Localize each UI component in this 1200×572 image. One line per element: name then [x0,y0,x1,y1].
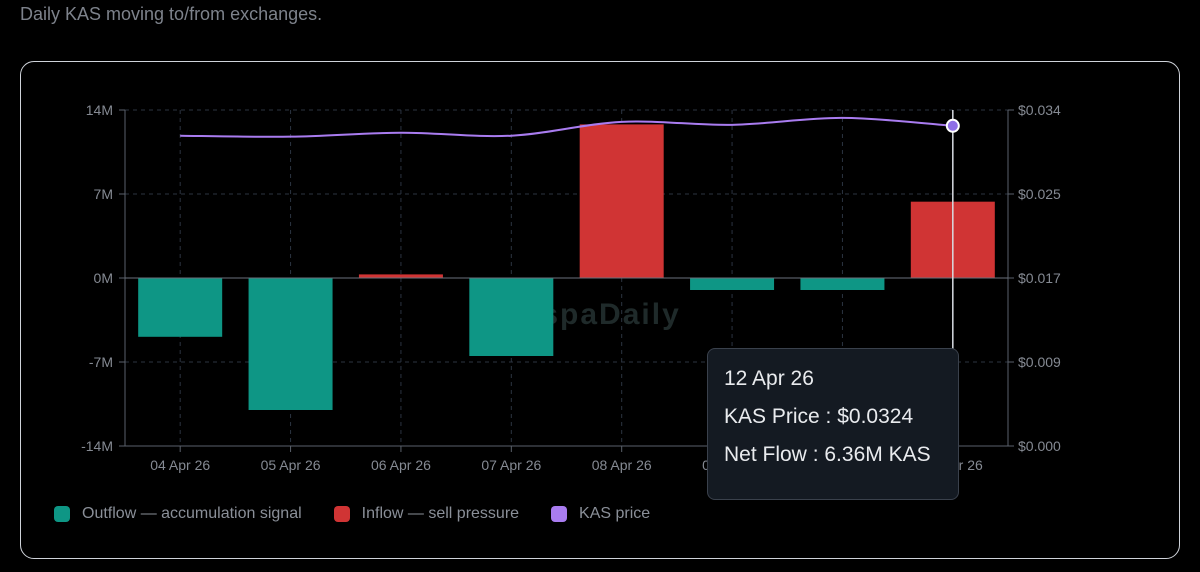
tooltip-price-label: KAS Price [724,405,820,428]
legend-swatch-outflow [54,506,70,522]
tooltip-flow-label: Net Flow [724,443,807,466]
y-left-tick-label-3: 7M [94,186,113,202]
tooltip-flow: Net Flow : 6.36M KAS [724,443,931,466]
flow-chart[interactable]: KaspaDaily -14M-7M0M7M14M$0.000$0.009$0.… [21,62,1181,560]
x-tick-label-2: 06 Apr 26 [371,457,431,473]
bar-3 [469,278,554,356]
y-right-tick-label-1: $0.009 [1018,354,1061,370]
chart-legend: Outflow — accumulation signal Inflow — s… [54,505,682,523]
y-left-tick-label-2: 0M [94,270,113,286]
y-right-tick-label-4: $0.034 [1018,102,1061,118]
x-tick-label-3: 07 Apr 26 [481,457,541,473]
tooltip-date: 12 Apr 26 [724,367,814,390]
bar-4 [579,124,664,279]
bar-5 [690,278,775,290]
x-tick-label-0: 04 Apr 26 [150,457,210,473]
legend-swatch-inflow [333,506,350,522]
y-left-tick-label-0: -14M [81,438,113,454]
bar-2 [358,274,443,278]
tooltip-flow-value: 6.36M KAS [824,443,931,466]
chart-subtitle: Daily KAS moving to/from exchanges. [20,4,323,24]
axes: -14M -7M 0M 7M 14M $0.000 $0.009 $0.017 $0.025 $0… [81,102,1061,473]
x-tick-label-4: 08 Apr 26 [592,457,652,473]
legend-label-price: KAS price [579,505,651,522]
legend-item-price[interactable]: KAS price [551,505,650,523]
legend-item-outflow[interactable]: Outflow — accumulation signal [54,505,302,523]
y-left-tick-label-4: 14M [86,102,113,118]
tooltip-price: KAS Price : $0.0324 [724,405,914,428]
y-left-tick-label-1: -7M [89,354,113,370]
price-line [180,116,953,138]
legend-swatch-price [551,506,568,522]
bar-0 [138,278,223,337]
bar-1 [248,278,333,410]
y-right-tick-label-3: $0.025 [1018,186,1061,202]
tooltip-price-value: $0.0324 [837,405,914,428]
price-point-highlight [945,118,960,133]
legend-label-inflow: Inflow — sell pressure [361,505,520,522]
bar-6 [800,278,885,290]
x-tick-label-1: 05 Apr 26 [261,457,321,473]
y-right-tick-label-2: $0.017 [1018,270,1061,286]
legend-label-outflow: Outflow — accumulation signal [82,505,302,522]
y-right-tick-label-0: $0.000 [1018,438,1061,454]
legend-item-inflow[interactable]: Inflow — sell pressure [333,505,520,523]
chart-card: KaspaDaily -14M -7M 0M 7M 14M $0.000 $0.009 $0.… [20,61,1180,559]
chart-tooltip: 12 Apr 26 KAS Price : $0.0324 Net Flow :… [707,348,959,500]
